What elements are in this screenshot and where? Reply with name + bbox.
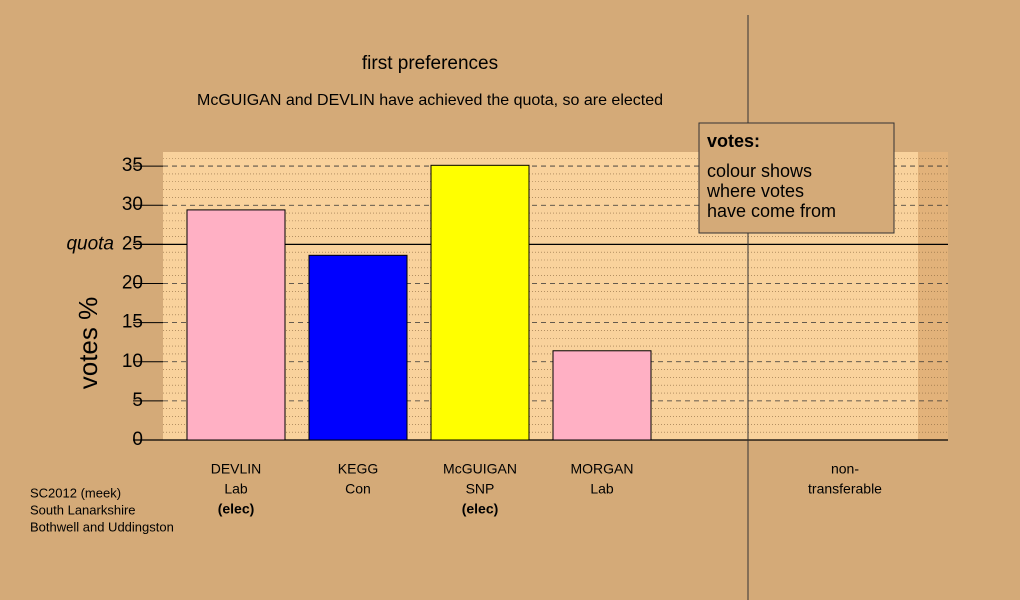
y-tick-label: 35 [122,155,143,176]
y-tick-label: 5 [132,390,143,411]
category-label: KEGG [338,461,378,477]
legend-title: votes: [707,131,760,151]
plot-strip [918,152,948,440]
bar [308,254,408,441]
bar [186,209,286,441]
y-tick-label: 10 [122,351,143,372]
y-tick-label: 20 [122,272,143,293]
note: Bothwell and Uddingston [30,519,174,534]
bar [552,350,652,441]
chart-subtitle: McGUIGAN and DEVLIN have achieved the qu… [197,92,663,109]
y-tick-label: 0 [132,429,143,450]
category-label: MORGAN [571,461,634,477]
y-tick-label: 30 [122,194,143,215]
legend-text: have come from [707,201,836,221]
chart-title: first preferences [362,53,498,74]
category-label: McGUIGAN [443,461,517,477]
category-label: non- [831,461,859,477]
party-label: Con [345,481,371,497]
quota-label: quota [66,233,114,254]
legend-text: where votes [706,181,804,201]
party-label: Lab [590,481,614,497]
status-label: (elec) [462,501,499,517]
y-axis-label: votes % [73,297,103,390]
legend: votes: colour shows where votes have com… [698,122,895,234]
note: SC2012 (meek) [30,485,121,500]
legend-box [698,122,895,234]
status-label: (elec) [218,501,255,517]
bar [430,164,530,441]
y-tick-label: 15 [122,312,143,333]
party-label: Lab [224,481,248,497]
party-label: SNP [466,481,495,497]
category-label: DEVLIN [211,461,262,477]
y-tick-label: 25 [122,233,143,254]
category-label: transferable [808,481,882,497]
note: South Lanarkshire [30,502,136,517]
legend-text: colour shows [707,161,812,181]
